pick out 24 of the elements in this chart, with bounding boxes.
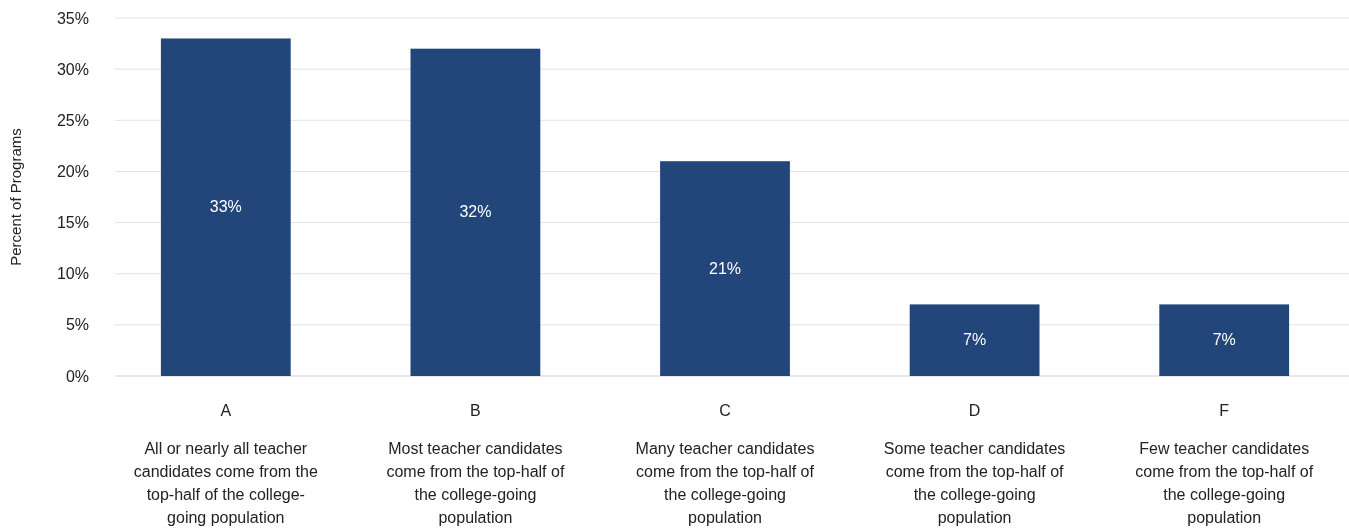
category-label: B Most teacher candidates come from the top-half of the college-going population [386, 402, 565, 526]
y-tick-label: 0% [65, 367, 89, 385]
bar [410, 48, 541, 376]
y-tick-label: 35% [56, 9, 89, 27]
bar [660, 161, 790, 376]
category-label: D Some teacher candidates come from the top-half of the college-going population [883, 402, 1066, 526]
data-label: 7% [963, 331, 987, 349]
data-label: 32% [459, 203, 492, 221]
category-label: C Many teacher candidates come from the top-half of the college-going population [635, 402, 815, 526]
bar [160, 38, 291, 376]
bar [1159, 304, 1290, 376]
y-tick-label: 30% [56, 60, 89, 78]
y-tick-label: 10% [56, 265, 89, 283]
y-tick-label: 25% [56, 111, 89, 129]
data-label: 33% [209, 198, 242, 216]
data-label: 7% [1212, 331, 1236, 349]
y-tick-label: 20% [56, 163, 89, 181]
y-tick-label: 5% [65, 316, 89, 334]
y-tick-label: 15% [56, 214, 89, 232]
bar [909, 304, 1040, 376]
data-label: 21% [708, 259, 742, 277]
category-label: F Few teacher candidates come from the top-half of the college-going population [1135, 402, 1314, 526]
category-label: A All or nearly all teacher candidates come from the top-half of the college-going population [133, 402, 318, 526]
y-axis-title: Percent of Programs [7, 128, 24, 266]
